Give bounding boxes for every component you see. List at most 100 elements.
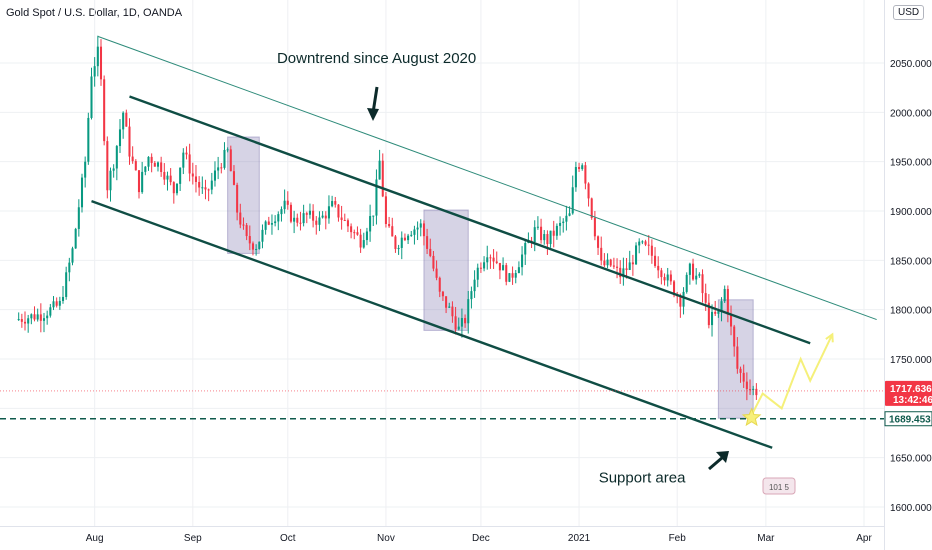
candle-body (669, 274, 672, 282)
candle-body (52, 301, 55, 308)
price-tick-label: 1650.000 (890, 454, 932, 465)
candle-body (536, 226, 539, 228)
candle-body (378, 160, 381, 180)
candle-body (343, 220, 346, 222)
candle-body (293, 217, 296, 222)
candle-body (514, 272, 517, 278)
candle-body (55, 301, 58, 306)
candle-body (96, 46, 99, 67)
candle-body (654, 255, 657, 266)
candle-body (720, 301, 723, 312)
candle-body (384, 196, 387, 224)
candle-body (109, 170, 112, 191)
candle-body (704, 293, 707, 303)
time-tick-label: 2021 (568, 533, 591, 544)
consolidation-box (227, 136, 260, 254)
support-price-box (884, 411, 932, 427)
candle-body (483, 262, 486, 269)
candle-body (540, 226, 543, 241)
candle-body (394, 236, 397, 250)
candle-body (416, 227, 419, 230)
candle-body (267, 221, 270, 225)
candle-body (739, 368, 742, 373)
candle-body (438, 277, 441, 292)
candle-body (616, 266, 619, 268)
candle-body (533, 227, 536, 243)
candle-body (337, 204, 340, 218)
candle-body (457, 326, 460, 330)
candlesticks (17, 35, 758, 401)
candle-body (372, 215, 375, 217)
candle-body (552, 230, 555, 236)
candle-body (340, 217, 343, 221)
candle-body (270, 223, 273, 225)
price-tick-label: 2000.000 (890, 108, 932, 119)
candle-body (182, 152, 185, 168)
candle-body (555, 225, 558, 236)
candle-body (584, 165, 587, 184)
candle-body (391, 226, 394, 237)
candle-body (131, 156, 134, 162)
candle-body (631, 262, 634, 265)
candle-body (232, 171, 235, 185)
candle-body (679, 296, 682, 307)
candle-body (644, 241, 647, 245)
candle-body (578, 167, 581, 169)
candle-body (625, 268, 628, 270)
candle-body (546, 234, 549, 245)
candle-body (217, 167, 220, 171)
candle-body (296, 217, 299, 223)
candle-body (492, 257, 495, 262)
candle-body (242, 224, 245, 226)
candle-body (191, 173, 194, 177)
arrow-up-icon (708, 455, 724, 471)
candle-body (742, 372, 745, 382)
upper-trendline (97, 35, 877, 321)
candle-body (419, 223, 422, 228)
candle-body (156, 162, 160, 167)
support-price-label: 1689.453 (889, 415, 931, 426)
candle-body (549, 230, 552, 245)
candle-body (283, 200, 286, 210)
candle-body (137, 170, 141, 193)
annotation-downtrend: Downtrend since August 2020 (277, 50, 476, 67)
candle-body (609, 259, 612, 266)
candle-body (752, 388, 755, 390)
candle-body (353, 232, 356, 234)
candle-body (650, 245, 653, 256)
candle-body (400, 237, 403, 248)
candle-body (619, 267, 622, 278)
candle-body (603, 260, 606, 266)
candle-body (445, 296, 448, 308)
candle-body (229, 149, 232, 172)
candle-body (733, 326, 736, 347)
candle-body (508, 273, 511, 282)
candle-body (350, 226, 353, 233)
candle-body (511, 273, 514, 278)
arrow-up-head-icon (716, 451, 729, 463)
candle-body (714, 311, 717, 314)
currency-button[interactable]: USD (893, 5, 925, 20)
price-tick-label: 1900.000 (890, 207, 932, 218)
candle-body (204, 187, 207, 190)
candle-body (369, 216, 372, 232)
candle-body (489, 257, 492, 259)
candle-body (695, 275, 698, 280)
consolidation-box (717, 299, 754, 419)
candle-body (90, 76, 93, 118)
candle-body (280, 209, 283, 215)
candle-body (365, 231, 368, 241)
candle-body (748, 389, 752, 391)
candle-body (660, 270, 663, 278)
candle-body (194, 176, 198, 182)
candle-body (236, 184, 239, 213)
candle-body (723, 288, 726, 302)
candle-body (277, 214, 280, 222)
candle-body (448, 306, 451, 308)
candle-body (128, 126, 131, 157)
candle-body (324, 215, 327, 219)
candle-body (315, 220, 318, 225)
candle-body (612, 265, 615, 267)
candle-body (286, 200, 289, 205)
